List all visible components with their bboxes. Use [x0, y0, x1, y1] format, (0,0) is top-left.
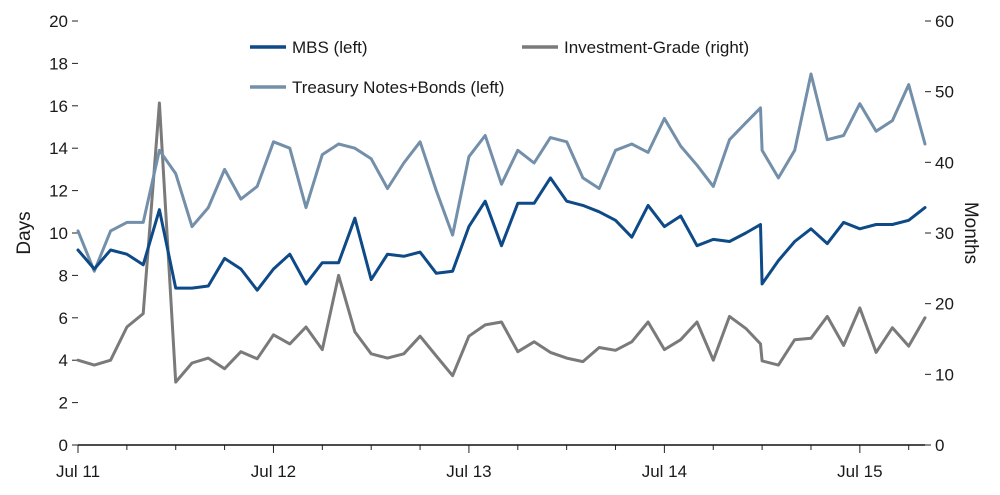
left-tick-label: 20	[49, 12, 68, 31]
legend-label-0: MBS (left)	[292, 38, 368, 57]
left-tick-label: 2	[59, 394, 68, 413]
series-lines	[76, 72, 927, 384]
x-tick-label: Jul 13	[446, 462, 491, 481]
right-tick-label: 50	[935, 83, 954, 102]
series-line-2	[76, 72, 927, 273]
series-line-0	[76, 176, 927, 292]
left-tick-label: 8	[59, 266, 68, 285]
x-axis-ticks: Jul 11 Jul 12 Jul 13 Jul 14 Jul 15	[56, 445, 910, 481]
left-tick-label: 18	[49, 54, 68, 73]
x-tick-label: Jul 11	[56, 462, 100, 481]
left-tick-label: 10	[49, 224, 68, 243]
left-tick-label: 6	[59, 309, 68, 328]
right-tick-label: 60	[935, 12, 954, 31]
x-tick-label: Jul 14	[642, 462, 687, 481]
left-tick-label: 12	[49, 182, 68, 201]
right-axis-ticks: 0 10 20 30 40 50 60	[925, 12, 954, 455]
x-tick-label: Jul 12	[251, 462, 296, 481]
x-tick-label: Jul 15	[837, 462, 882, 481]
left-axis-ticks: 0 2 4 6 8 10 12 14 16 18 20	[49, 12, 78, 455]
series-line-1	[76, 101, 927, 384]
left-tick-label: 4	[59, 351, 68, 370]
legend-label-1: Investment-Grade (right)	[564, 38, 749, 57]
right-tick-label: 10	[935, 365, 954, 384]
left-tick-label: 16	[49, 97, 68, 116]
legend: MBS (left) Investment-Grade (right) Treasu…	[250, 38, 749, 97]
left-tick-label: 0	[59, 436, 68, 455]
right-tick-label: 30	[935, 224, 954, 243]
left-tick-label: 14	[49, 139, 68, 158]
right-tick-label: 40	[935, 153, 954, 172]
legend-label-2: Treasury Notes+Bonds (left)	[292, 78, 504, 97]
left-axis-label: Days	[14, 211, 35, 254]
right-tick-label: 0	[935, 436, 944, 455]
right-tick-label: 20	[935, 295, 954, 314]
right-axis-label: Months	[960, 202, 981, 264]
